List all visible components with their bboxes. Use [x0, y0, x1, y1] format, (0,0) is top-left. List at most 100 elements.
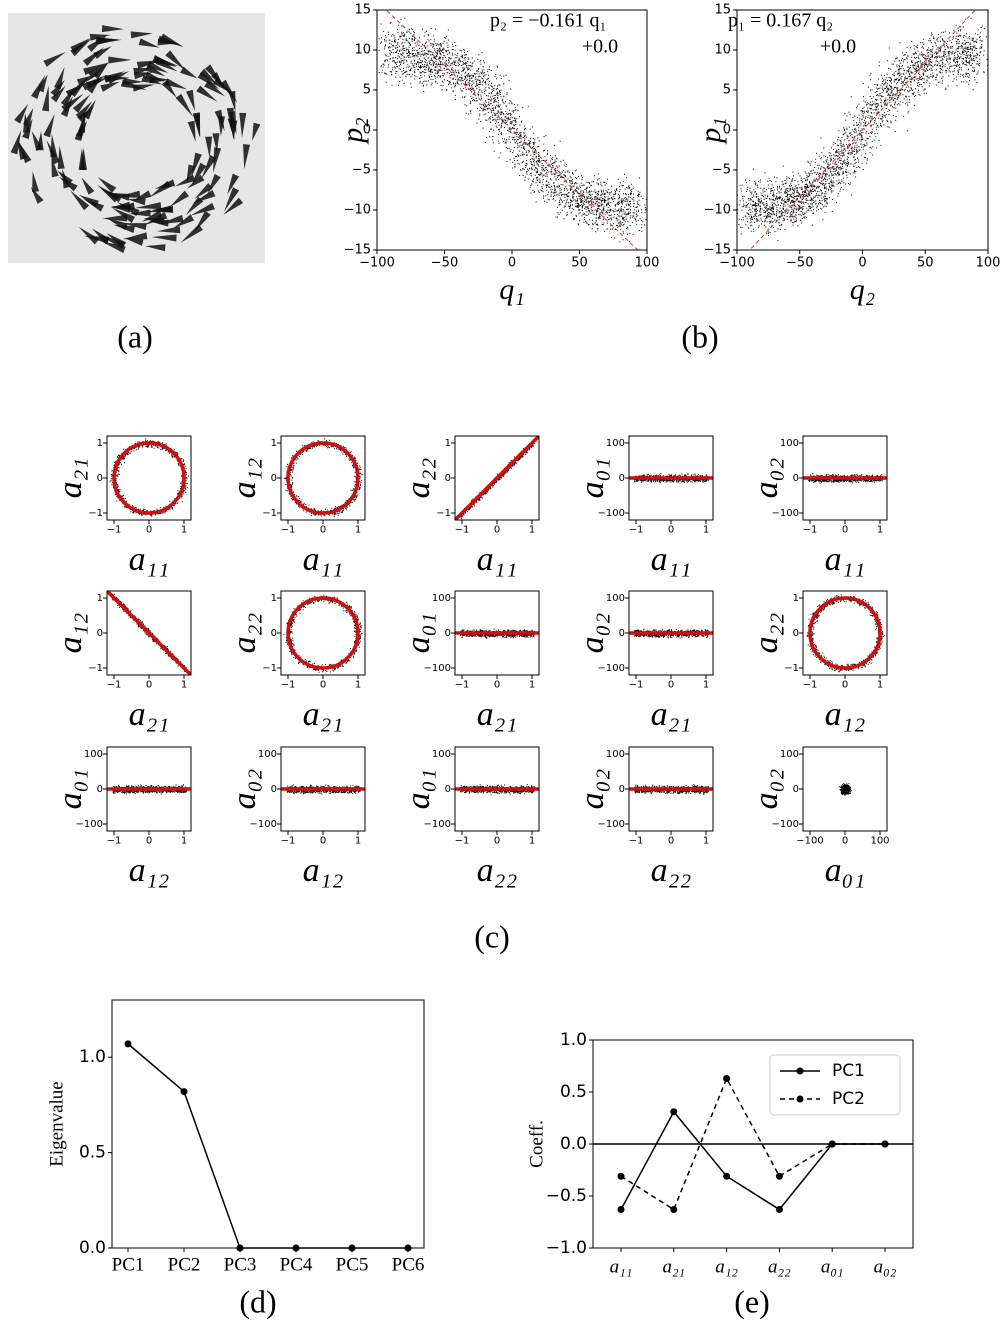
- x-tick-label: PC5: [336, 1254, 369, 1275]
- x-axis-label: a₂₁: [651, 696, 692, 733]
- y-axis-label: a₀₁: [400, 613, 437, 654]
- y-tick-label: 0: [97, 784, 103, 795]
- x-tick-label: 0: [508, 256, 516, 271]
- y-tick-label: 0: [619, 628, 625, 639]
- y-tick-label: 0: [97, 628, 103, 639]
- y-axis-label: a₀₁: [52, 769, 89, 810]
- x-axis-label: q₁: [499, 273, 524, 306]
- y-axis-label: a₂₁: [52, 458, 89, 499]
- fit-line: [737, 0, 988, 264]
- x-axis-label: a₁₁: [303, 541, 344, 578]
- x-tick-label: 1: [703, 525, 709, 536]
- point: [618, 1173, 625, 1180]
- plot-area: [629, 784, 713, 795]
- point: [237, 1245, 244, 1252]
- y-tick-label: −100: [424, 663, 451, 674]
- point-cloud: [807, 594, 885, 672]
- point: [829, 1141, 836, 1148]
- axes-frame: [112, 1000, 424, 1248]
- plot-area: [107, 591, 191, 675]
- y-tick-label: −1: [262, 663, 277, 674]
- y-tick-label: 0: [271, 628, 277, 639]
- annotation: p₁ = 0.167 q₂: [728, 10, 833, 32]
- y-axis-label: p₁: [694, 117, 727, 144]
- x-tick-label: −1: [803, 680, 818, 691]
- x-tick-label: −1: [803, 525, 818, 536]
- x-tick-label: −1: [281, 836, 296, 847]
- axes-frame: [803, 591, 887, 675]
- y-tick-label: 100: [84, 749, 103, 760]
- x-axis-label: a₂₂: [477, 852, 518, 889]
- x-axis-label: a₁₂: [129, 852, 170, 889]
- y-tick-label: 100: [606, 438, 625, 449]
- y-tick-label: 0.0: [560, 1134, 587, 1154]
- figure: (a) (b) (c) (d) (e) −100−50050100−15−10−…: [0, 0, 1004, 1327]
- x-tick-label: 0: [668, 836, 674, 847]
- y-tick-label: 0: [619, 784, 625, 795]
- legend-label: PC2: [832, 1089, 865, 1109]
- x-tick-label: a₀₂: [874, 1256, 897, 1277]
- x-tick-label: 0: [146, 525, 152, 536]
- panel-label: (a): [117, 318, 153, 354]
- x-axis-label: q₂: [850, 273, 875, 306]
- y-tick-label: 100: [258, 749, 277, 760]
- y-tick-label: 0: [793, 784, 799, 795]
- x-tick-label: −100: [719, 256, 755, 271]
- y-tick-label: −100: [250, 819, 277, 830]
- x-tick-label: 0: [668, 525, 674, 536]
- plot-area: [281, 784, 365, 794]
- y-tick-label: 1.0: [79, 1047, 106, 1067]
- plot-area: [803, 473, 887, 483]
- axes-frame: [107, 436, 191, 520]
- y-tick-label: −1: [88, 663, 103, 674]
- point: [349, 1245, 356, 1252]
- legend-marker: [797, 1068, 804, 1075]
- annotation: p₂ = −0.161 q₁: [490, 10, 607, 32]
- y-tick-label: 10: [714, 43, 731, 58]
- y-tick-label: −100: [772, 508, 799, 519]
- x-tick-label: −1: [455, 525, 470, 536]
- x-tick-label: PC1: [112, 1254, 145, 1275]
- point: [125, 1040, 132, 1047]
- x-tick-label: 1: [181, 525, 187, 536]
- x-tick-label: 1: [877, 680, 883, 691]
- x-tick-label: 1: [355, 680, 361, 691]
- y-axis-label: a₂₂: [748, 613, 785, 654]
- y-tick-label: 10: [354, 43, 371, 58]
- x-tick-label: 1: [181, 836, 187, 847]
- legend-label: PC1: [832, 1061, 865, 1081]
- y-tick-label: −1: [262, 508, 277, 519]
- y-tick-label: −100: [772, 819, 799, 830]
- x-tick-label: PC2: [168, 1254, 201, 1275]
- x-axis-label: a₁₂: [303, 852, 344, 889]
- point: [882, 1141, 889, 1148]
- y-tick-label: 0: [271, 784, 277, 795]
- y-tick-label: −5: [712, 163, 731, 178]
- x-axis-label: a₁₁: [651, 541, 692, 578]
- x-tick-label: −100: [359, 256, 395, 271]
- y-tick-label: 0: [271, 473, 277, 484]
- x-axis-label: a₂₁: [129, 696, 170, 733]
- x-tick-label: −1: [629, 680, 644, 691]
- x-tick-label: 1: [181, 680, 187, 691]
- point-cloud: [284, 438, 363, 517]
- x-tick-label: 0: [842, 525, 848, 536]
- x-tick-label: 1: [529, 836, 535, 847]
- y-tick-label: 100: [606, 749, 625, 760]
- x-tick-label: −1: [629, 525, 644, 536]
- point: [670, 1108, 677, 1115]
- plot-area: [729, 0, 996, 264]
- point: [776, 1206, 783, 1213]
- y-tick-label: 0: [445, 628, 451, 639]
- y-axis-label: a₀₁: [574, 458, 611, 499]
- y-tick-label: −1: [784, 663, 799, 674]
- x-tick-label: 0: [858, 256, 866, 271]
- y-axis-label: a₀₂: [574, 613, 611, 654]
- panel-label: (e): [734, 1283, 770, 1319]
- x-axis-label: a₁₁: [129, 541, 170, 578]
- fit-circle: [114, 443, 184, 513]
- point: [618, 1206, 625, 1213]
- x-tick-label: 0: [320, 680, 326, 691]
- x-tick-label: 0: [320, 525, 326, 536]
- y-tick-label: 1: [97, 438, 103, 449]
